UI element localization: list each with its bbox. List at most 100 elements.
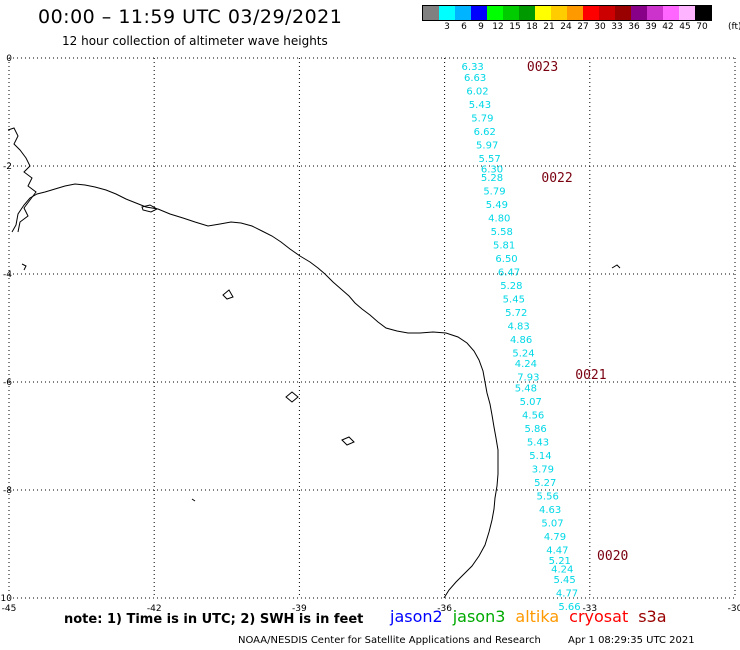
island-a [141, 204, 159, 213]
legend-swatch [567, 6, 583, 20]
lon-tick-label: -30 [728, 604, 740, 614]
legend-swatch [535, 6, 551, 20]
legend-swatch [695, 6, 711, 20]
legend-label: 27 [577, 22, 589, 32]
wave-height-value: 6.50 [495, 254, 517, 265]
legend-swatch [551, 6, 567, 20]
lat-tick-label: 0 [6, 54, 12, 64]
legend-swatch [615, 6, 631, 20]
wave-height-value: 4.79 [544, 532, 566, 543]
satellite-jason2: jason2 [390, 607, 443, 626]
wave-height-value: 5.79 [471, 113, 493, 124]
legend-unit: (ft) [728, 22, 740, 32]
wave-height-value: 4.24 [515, 359, 537, 370]
satellite-s3a: s3a [638, 607, 667, 626]
legend-label: 15 [509, 22, 521, 32]
wave-height-value: 5.45 [503, 294, 525, 305]
island-e [611, 264, 621, 269]
lon-tick-label: -42 [147, 604, 162, 614]
credit-text: NOAA/NESDIS Center for Satellite Applica… [238, 635, 541, 646]
wave-height-value: 5.14 [529, 451, 551, 462]
wave-height-value: 5.21 [549, 556, 571, 567]
wave-height-value: 6.33 [462, 62, 484, 73]
lat-tick-label: -6 [3, 378, 12, 388]
island-b [222, 289, 234, 300]
wave-height-value: 5.66 [558, 602, 580, 613]
legend-label: 24 [560, 22, 572, 32]
lon-tick-label: -45 [2, 604, 17, 614]
satellite-altika: altika [515, 607, 560, 626]
wave-height-value: 5.58 [491, 227, 513, 238]
legend-swatch [631, 6, 647, 20]
lat-tick-label: -2 [3, 162, 12, 172]
wave-height-value: 5.97 [476, 140, 498, 151]
wave-height-value: 5.43 [527, 437, 549, 448]
wave-height-value: 4.80 [488, 213, 510, 224]
legend-swatch [519, 6, 535, 20]
legend-swatch [503, 6, 519, 20]
coastline-brazil [11, 183, 499, 599]
wave-height-value: 5.07 [520, 397, 542, 408]
legend-swatch [679, 6, 695, 20]
wave-height-value: 5.28 [500, 281, 522, 292]
legend-label: 36 [628, 22, 640, 32]
wave-height-value: 6.30 [481, 165, 503, 176]
wave-height-value: 5.43 [469, 100, 491, 111]
legend-label: 18 [526, 22, 538, 32]
legend-label: 42 [662, 22, 674, 32]
wave-height-value: 4.77 [556, 589, 578, 600]
island-c [285, 391, 299, 403]
wave-height-value: 5.86 [524, 424, 546, 435]
wave-height-value: 5.48 [515, 383, 537, 394]
axis-ticks: -45 -42 -39 -36 -33 -30 0 -2 -4 -6 -8 -10 [0, 54, 740, 614]
satellite-key: jason2 jason3 altika cryosat s3a [390, 607, 677, 626]
legend-label: 30 [594, 22, 606, 32]
island-g [21, 263, 27, 271]
credit-line: NOAA/NESDIS Center for Satellite Applica… [238, 635, 695, 646]
island-f [191, 498, 196, 502]
wave-height-value: 6.47 [498, 267, 520, 278]
legend-label: 39 [645, 22, 657, 32]
wave-height-value: 7.93 [517, 373, 539, 384]
pass-time-label: 0022 [541, 171, 572, 186]
wave-height-value: 4.83 [508, 321, 530, 332]
wave-height-value: 5.24 [512, 348, 534, 359]
legend-labels: 3 6 9 12 15 18 21 24 27 30 33 36 39 42 45 70 [422, 22, 732, 34]
coastline [7, 127, 621, 599]
legend-swatch [487, 6, 503, 20]
legend-label: 21 [543, 22, 555, 32]
pass-time-label: 0021 [575, 368, 606, 383]
wave-height-value: 6.02 [466, 86, 488, 97]
pass-time-label: 0020 [597, 549, 628, 564]
legend-swatch [455, 6, 471, 20]
legend-label: 12 [492, 22, 504, 32]
legend-label: 33 [611, 22, 623, 32]
legend-swatch [423, 6, 439, 20]
legend-label: 70 [696, 22, 708, 32]
legend-label: 6 [461, 22, 467, 32]
wave-height-value: 4.47 [546, 545, 568, 556]
legend-swatch [647, 6, 663, 20]
pass-labels: 0023 0022 0021 0020 [527, 60, 628, 564]
lat-tick-label: -8 [3, 486, 12, 496]
wave-height-value: 5.07 [541, 518, 563, 529]
legend-swatch [471, 6, 487, 20]
wave-height-value: 6.63 [464, 73, 486, 84]
legend-label: 9 [478, 22, 484, 32]
graticule [8, 57, 736, 599]
page-title: 00:00 – 11:59 UTC 03/29/2021 [38, 6, 343, 28]
lat-tick-label: -4 [3, 270, 12, 280]
wave-height-track: 6.336.636.025.435.796.625.975.576.305.28… [462, 62, 581, 613]
wave-height-value: 4.86 [510, 335, 532, 346]
lon-tick-label: -36 [437, 604, 452, 614]
wave-height-value: 5.56 [537, 491, 559, 502]
lon-tick-label: -39 [292, 604, 307, 614]
wave-height-value: 5.49 [486, 200, 508, 211]
wave-height-value: 5.72 [505, 308, 527, 319]
wave-height-value: 5.27 [534, 478, 556, 489]
legend-swatch [439, 6, 455, 20]
generated-timestamp: Apr 1 08:29:35 UTC 2021 [568, 635, 695, 646]
footer-note: note: 1) Time is in UTC; 2) SWH is in fe… [64, 612, 364, 627]
